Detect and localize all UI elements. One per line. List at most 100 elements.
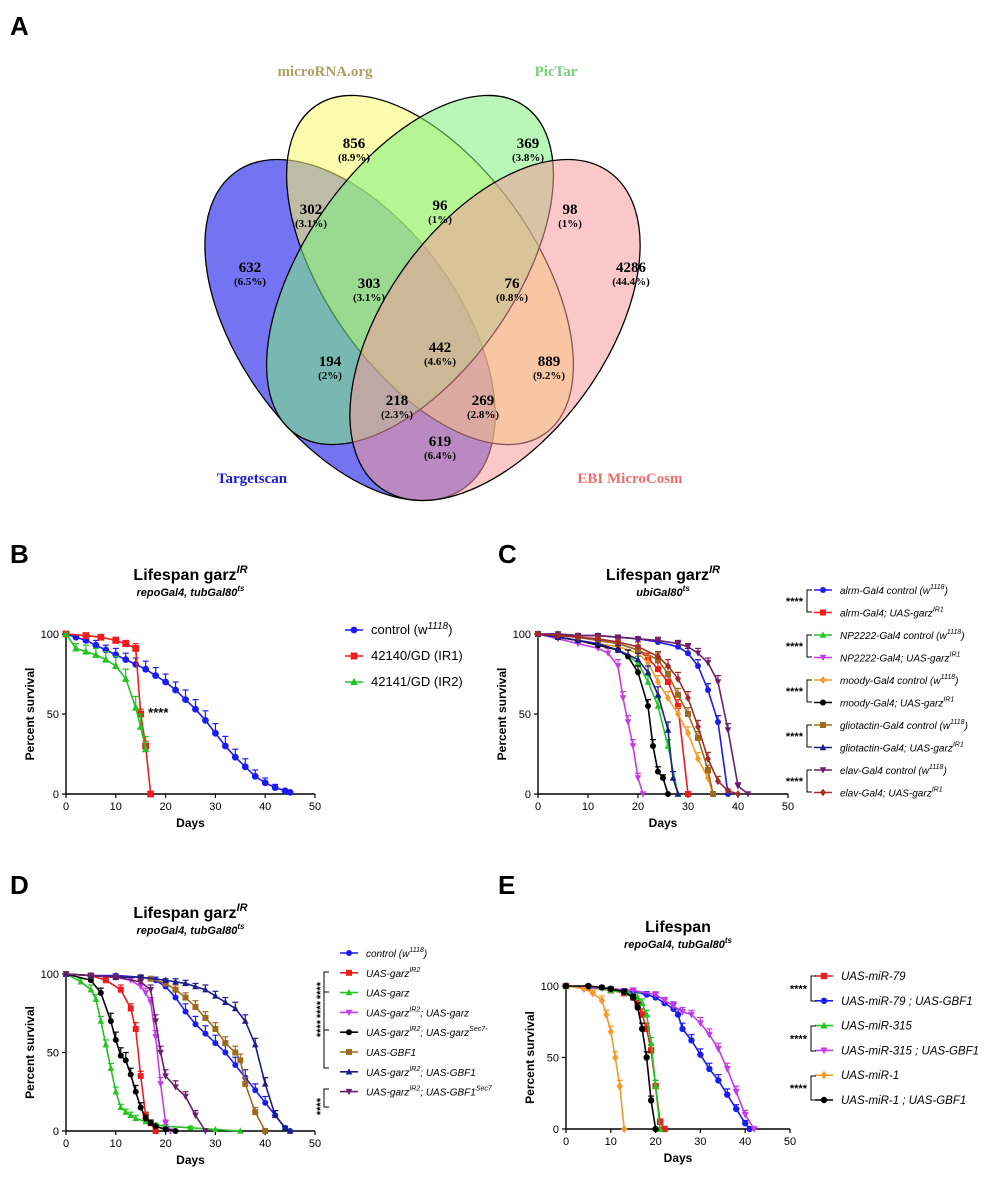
data-point [72,644,80,652]
data-point [634,659,642,666]
data-point [723,1066,731,1073]
data-point [212,992,219,999]
data-point [172,986,179,993]
legend-label: UAS-garzIR2; UAS-garzSec7- [366,1026,488,1039]
data-point [345,1068,353,1075]
venn-region-count: 889 [538,354,561,370]
data-point [112,637,120,644]
x-axis-label: Days [176,1153,205,1167]
venn-region-percent: (9.2%) [533,370,565,382]
data-point [97,1017,105,1024]
data-point [665,791,671,797]
data-point [607,985,614,993]
data-point [152,1123,159,1130]
chart-title: Lifespan garzIR [133,564,247,584]
y-axis-label: Percent survival [523,1011,537,1104]
legend-label-text: NP2222-Gal4; UAS-garz [840,654,950,665]
data-point [595,634,601,643]
data-point [202,1128,209,1135]
data-point [241,1017,249,1024]
legend-label-superscript: IR2 [409,967,420,974]
data-point [685,729,691,738]
data-point [675,691,681,698]
legend-label-superscript: IR2 [409,1066,420,1073]
legend-label-superscript: 1118 [929,764,944,771]
legend-label-text: moody-Gal4; UAS-garz [840,699,943,710]
data-point [242,1080,249,1087]
legend-label-text: UAS-garz [366,989,409,1000]
legend-label-text: UAS-garz [366,1068,409,1079]
data-point [137,983,144,991]
venn-region-percent: (4.6%) [424,356,456,368]
data-point [675,710,681,718]
y-tick-label: 0 [53,789,59,801]
data-point [643,1025,650,1033]
data-point [157,1049,164,1057]
data-point [695,722,701,731]
data-point [643,1054,650,1061]
panel-label-d: D [10,870,29,900]
series [562,982,659,1133]
data-point [820,1096,828,1104]
chart-subtitle-superscript: ts [725,936,733,945]
legend-label-text: UAS-miR-79 [841,971,906,983]
legend-label-superscript: 1118 [409,947,424,954]
data-point [652,1125,659,1133]
data-point [252,1087,259,1094]
venn-region-count: 98 [563,202,578,218]
series [562,981,628,1134]
legend-label-superscript: 1118 [427,621,448,632]
data-point [172,1084,179,1091]
data-point [655,652,661,661]
venn-region-count: 632 [239,260,262,276]
data-point [192,982,199,990]
venn-region-count: 856 [343,136,366,152]
data-point [162,1073,169,1080]
data-point [643,1010,651,1018]
data-point [820,722,826,728]
data-point [665,694,671,702]
series [63,971,159,1134]
data-point [710,791,716,797]
data-point [271,784,279,791]
data-point [688,1037,695,1044]
legend-label-superscript: 1118 [950,719,965,726]
data-point [102,1041,110,1048]
series [535,631,691,797]
data-point [647,1039,655,1047]
data-point [733,1105,740,1113]
legend-label-suffix: ; UAS-GBF1 [420,1088,476,1099]
significance-label: **** [315,981,327,999]
legend-label-text: elav-Gal4; UAS-garz [840,789,932,800]
data-point [142,990,149,997]
data-point [629,743,637,750]
x-tick-label: 10 [605,1136,617,1148]
significance-bracket [810,1025,816,1052]
significance-label: **** [786,641,804,653]
chart-title: Lifespan garzIR [133,902,247,922]
venn-set-label: microRNA.org [277,64,373,80]
legend-label-text: UAS-miR-79 ; UAS-GBF1 [841,996,973,1008]
data-point [212,1040,219,1047]
data-point [735,790,741,798]
legend-label-superscript: IR1 [943,697,954,704]
y-tick-label: 100 [513,629,531,641]
data-point [820,676,826,684]
legend-label-suffix: ) [954,676,958,687]
data-point [172,686,179,694]
legend-label: UAS-miR-79 ; UAS-GBF1 [841,996,973,1008]
series-line [537,633,689,795]
data-point [634,775,642,782]
legend-label: moody-Gal4; UAS-garzIR1 [840,697,954,710]
data-point [107,1064,115,1071]
data-point [232,1062,239,1069]
y-tick-label: 100 [41,969,59,981]
data-point [714,1046,722,1053]
data-point [222,1040,229,1047]
venn-region-count: 269 [472,393,495,409]
y-axis-label: Percent survival [23,668,37,761]
data-point [346,1029,352,1036]
data-point [629,987,637,995]
data-point [271,1111,279,1118]
